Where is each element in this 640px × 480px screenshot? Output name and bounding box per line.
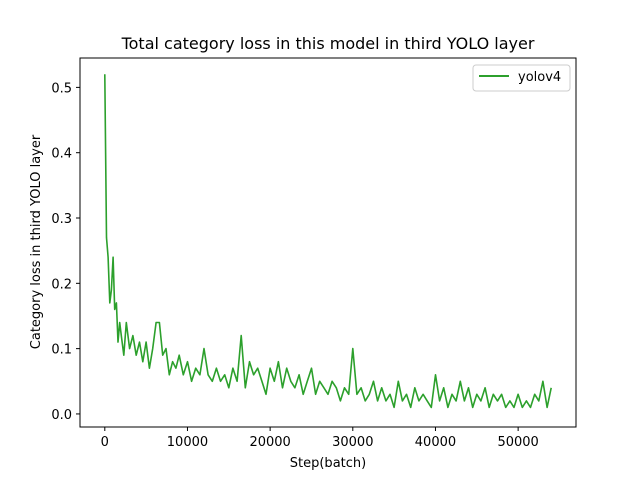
y-tick-label: 0.1 [51,343,72,358]
x-tick-label: 20000 [249,435,290,450]
y-tick-label: 0.4 [51,147,72,162]
x-tick-label: 10000 [167,435,208,450]
legend: yolov4 [472,64,571,92]
x-axis-ticks: 0 10000 20000 30000 40000 50000 [101,427,539,450]
plot-area-frame [79,57,577,428]
y-tick-label: 0.2 [51,277,72,292]
x-tick-label: 40000 [415,435,456,450]
y-tick-label: 0.0 [51,408,72,423]
x-tick-label: 0 [101,435,109,450]
y-axis-label: Category loss in third YOLO layer [29,134,44,349]
y-axis-ticks: 0.0 0.1 0.2 0.3 0.4 0.5 [51,81,80,423]
x-tick-label: 30000 [332,435,373,450]
legend-box [472,64,571,92]
chart-title: Total category loss in this model in thi… [121,34,535,53]
x-axis-label: Step(batch) [290,456,366,471]
series-line-yolov4 [104,74,552,409]
x-tick-label: 50000 [497,435,538,450]
plot-content [104,74,552,409]
y-tick-label: 0.5 [51,81,72,96]
y-tick-label: 0.3 [51,212,72,227]
legend-label-yolov4: yolov4 [518,70,561,85]
